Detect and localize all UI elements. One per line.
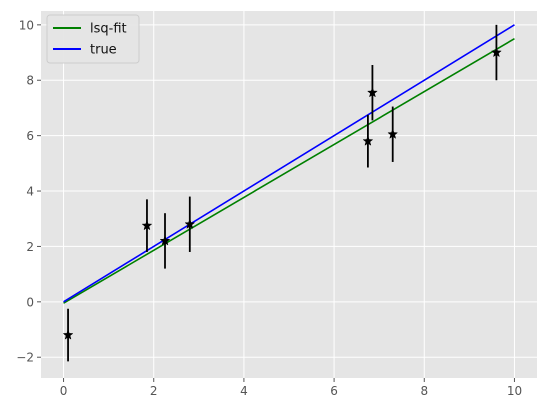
star-marker (490, 46, 502, 58)
x-tick-label: 8 (420, 384, 428, 398)
series-lines (63, 24, 515, 304)
y-tick-label: 10 (19, 18, 34, 32)
star-marker (362, 135, 374, 146)
star-marker (159, 235, 171, 246)
star-marker (366, 86, 378, 98)
legend: lsq-fit true (46, 14, 140, 64)
x-tick-label: 10 (507, 384, 522, 398)
data-points (62, 46, 502, 340)
x-tick-label: 0 (60, 384, 68, 398)
y-tick-label: −2 (16, 351, 34, 365)
star-marker (141, 219, 153, 231)
y-tick-label: 6 (26, 129, 34, 143)
legend-label-lsq-fit: lsq-fit (90, 22, 127, 37)
grid (41, 11, 537, 378)
series-line-lsq-fit (63, 38, 515, 304)
star-marker (184, 218, 196, 229)
star-marker (62, 329, 74, 340)
series-line-true (63, 24, 515, 303)
y-axis-ticks: −2 0 2 4 6 8 10 (16, 18, 41, 365)
x-tick-label: 4 (240, 384, 248, 398)
x-axis-ticks: 0 2 4 6 8 10 (60, 378, 522, 398)
plot-area (41, 11, 537, 378)
y-tick-label: 0 (26, 295, 34, 309)
legend-label-true: true (90, 43, 117, 58)
y-tick-label: 2 (26, 240, 34, 254)
y-tick-label: 4 (26, 185, 34, 199)
star-marker (387, 128, 399, 139)
x-tick-label: 6 (330, 384, 338, 398)
x-tick-label: 2 (150, 384, 158, 398)
y-tick-label: 8 (26, 74, 34, 88)
